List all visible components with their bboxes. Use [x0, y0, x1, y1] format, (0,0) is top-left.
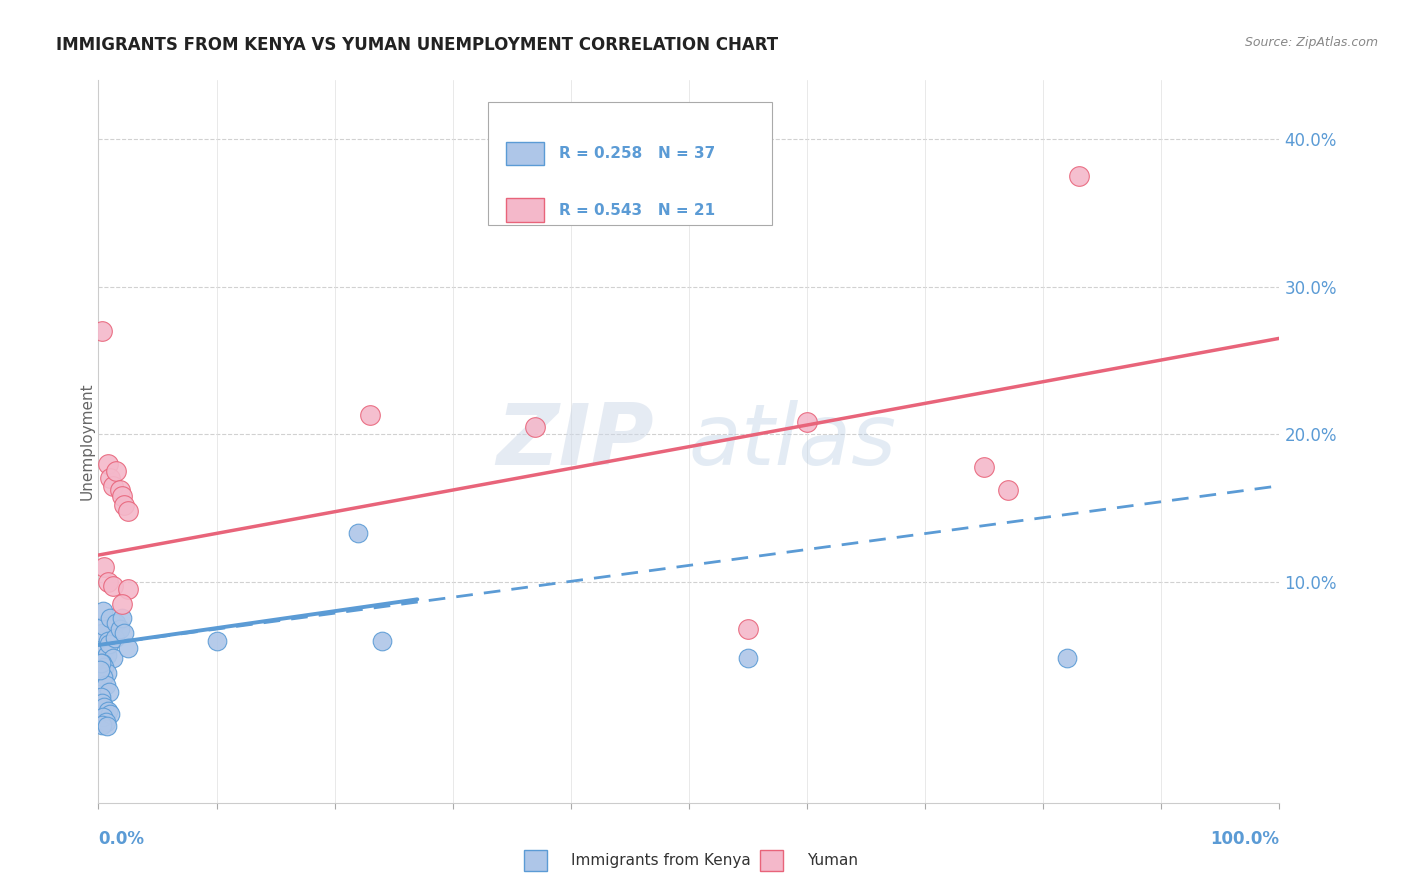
Point [97, 574, 120, 589]
Point [96, 719, 118, 733]
Point [117, 640, 139, 655]
Point [91, 710, 114, 724]
Point [371, 633, 394, 648]
Point [105, 615, 128, 630]
Point [1056, 651, 1078, 665]
Point [89, 663, 111, 677]
Point [91, 604, 114, 618]
Point [101, 479, 124, 493]
Point [91, 626, 114, 640]
Point [112, 498, 135, 512]
Text: 0.0%: 0.0% [98, 830, 145, 847]
FancyBboxPatch shape [506, 142, 544, 165]
Point [108, 483, 131, 498]
Point [737, 622, 759, 636]
Point [94, 678, 117, 692]
Text: atlas: atlas [689, 400, 897, 483]
Point [97, 705, 120, 719]
Point [90, 656, 112, 670]
Point [96, 666, 118, 681]
Text: Source: ZipAtlas.com: Source: ZipAtlas.com [1244, 36, 1378, 49]
FancyBboxPatch shape [488, 102, 772, 225]
Point [98, 636, 121, 650]
FancyBboxPatch shape [523, 850, 547, 871]
Point [93, 560, 115, 574]
Point [91, 670, 114, 684]
Point [796, 416, 818, 430]
Y-axis label: Unemployment: Unemployment [80, 383, 94, 500]
Point [111, 489, 134, 503]
Point [94, 714, 117, 729]
Point [111, 611, 134, 625]
Text: R = 0.258   N = 37: R = 0.258 N = 37 [560, 146, 716, 161]
Point [117, 504, 139, 518]
Point [117, 582, 139, 596]
Point [359, 408, 381, 422]
Point [93, 619, 115, 633]
Point [91, 696, 114, 710]
FancyBboxPatch shape [506, 199, 544, 221]
Point [737, 651, 759, 665]
Point [91, 717, 114, 731]
Point [96, 648, 118, 663]
Text: 100.0%: 100.0% [1211, 830, 1279, 847]
Point [101, 579, 124, 593]
Point [104, 631, 127, 645]
Point [97, 633, 120, 648]
Point [98, 611, 121, 625]
Point [1067, 169, 1090, 183]
Point [98, 685, 121, 699]
Point [90, 690, 112, 704]
Point [97, 457, 120, 471]
Point [997, 483, 1019, 498]
Point [108, 622, 131, 636]
Point [973, 459, 995, 474]
Point [111, 597, 134, 611]
Text: Yuman: Yuman [807, 853, 858, 868]
Point [524, 419, 547, 434]
Point [98, 471, 121, 485]
Text: IMMIGRANTS FROM KENYA VS YUMAN UNEMPLOYMENT CORRELATION CHART: IMMIGRANTS FROM KENYA VS YUMAN UNEMPLOYM… [56, 36, 779, 54]
Point [112, 626, 135, 640]
Point [91, 656, 114, 670]
Point [205, 633, 228, 648]
Point [94, 640, 117, 655]
Point [347, 525, 370, 540]
Point [98, 707, 121, 722]
Text: Immigrants from Kenya: Immigrants from Kenya [571, 853, 751, 868]
Text: R = 0.543   N = 21: R = 0.543 N = 21 [560, 202, 716, 218]
Point [105, 464, 128, 478]
FancyBboxPatch shape [759, 850, 783, 871]
Point [93, 660, 115, 674]
Point [101, 651, 124, 665]
Point [91, 324, 114, 338]
Text: ZIP: ZIP [496, 400, 654, 483]
Point [93, 700, 115, 714]
